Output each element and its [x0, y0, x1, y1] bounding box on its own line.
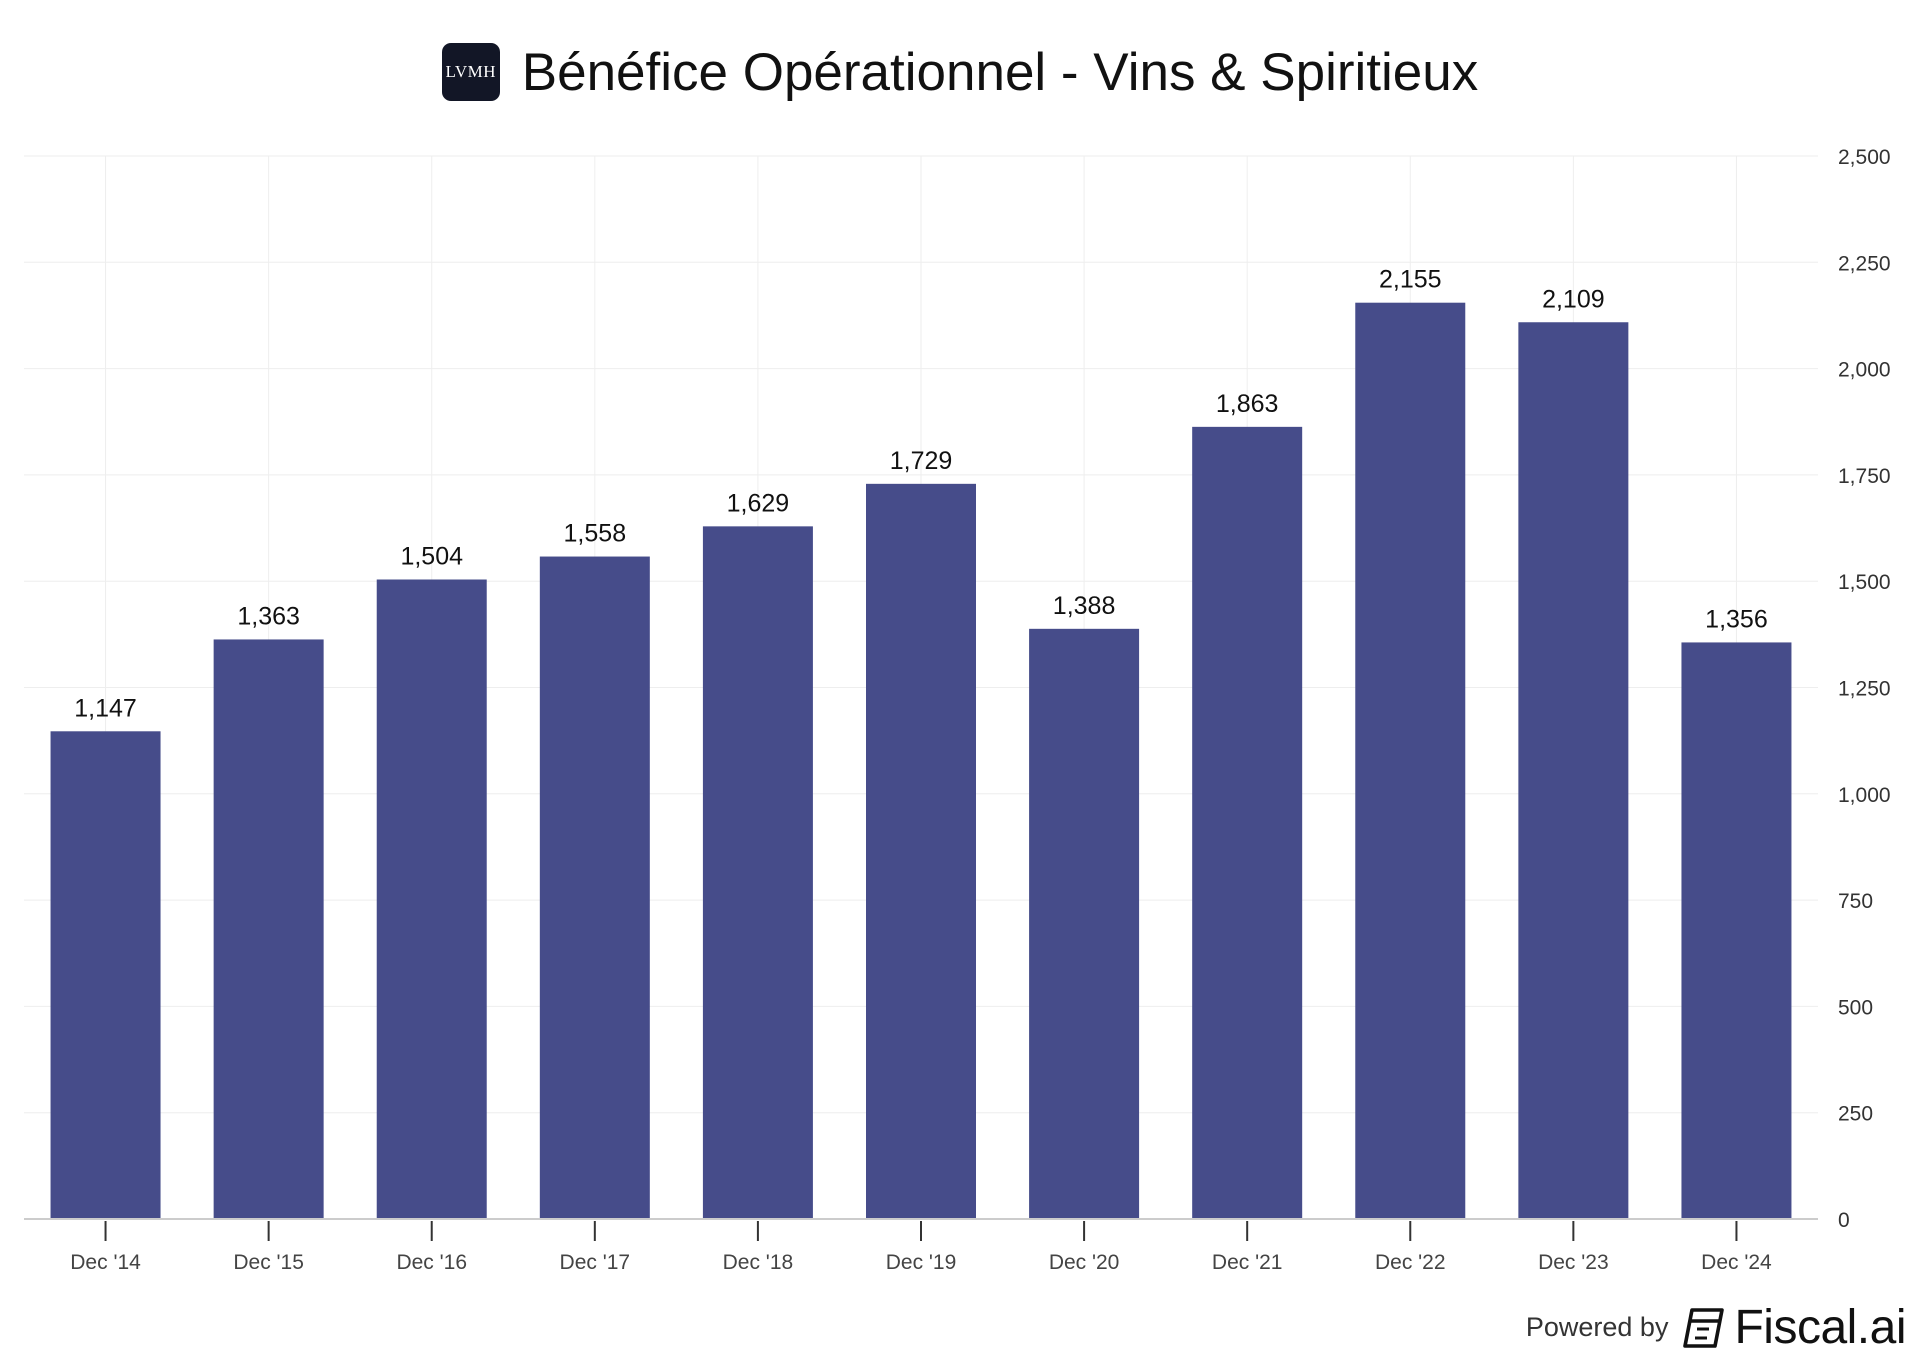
bar-value-label: 1,504 — [400, 542, 463, 570]
fiscal-brand: Fiscal.ai — [1734, 1301, 1906, 1354]
bar-value-label: 1,863 — [1216, 390, 1279, 418]
x-tick-label: Dec '18 — [723, 1251, 794, 1274]
bar-value-label: 2,109 — [1542, 285, 1605, 313]
y-tick-label: 750 — [1838, 890, 1873, 913]
bar[interactable] — [1681, 642, 1792, 1219]
x-tick-label: Dec '19 — [886, 1251, 957, 1274]
bar[interactable] — [213, 639, 324, 1219]
y-tick-label: 2,000 — [1838, 359, 1891, 382]
chart-title: Bénéfice Opérationnel - Vins & Spiritieu… — [521, 42, 1479, 102]
bar[interactable] — [1029, 628, 1140, 1219]
x-tick-label: Dec '22 — [1375, 1251, 1446, 1274]
bar[interactable] — [539, 556, 650, 1219]
y-tick-label: 250 — [1838, 1103, 1873, 1126]
footer-attribution: Powered by Fiscal.ai — [1525, 1300, 1907, 1355]
x-tick-label: Dec '20 — [1049, 1251, 1120, 1274]
bar[interactable] — [1192, 426, 1303, 1219]
x-tick-label: Dec '24 — [1701, 1251, 1772, 1274]
bar-value-label: 1,729 — [890, 447, 953, 475]
x-tick-label: Dec '15 — [233, 1251, 304, 1274]
y-tick-label: 1,000 — [1838, 784, 1891, 807]
chart-header: LVMH Bénéfice Opérationnel - Vins & Spir… — [0, 40, 1920, 104]
bar-value-label: 1,558 — [564, 520, 627, 548]
bar[interactable] — [866, 483, 976, 1219]
x-tick-label: Dec '23 — [1538, 1251, 1609, 1274]
y-tick-label: 1,250 — [1838, 678, 1891, 701]
x-tick-label: Dec '14 — [70, 1251, 141, 1274]
bar-value-label: 1,388 — [1053, 592, 1116, 620]
x-tick-label: Dec '17 — [560, 1251, 631, 1274]
bar-value-label: 2,155 — [1379, 266, 1442, 294]
y-tick-label: 1,750 — [1838, 465, 1891, 488]
y-tick-label: 500 — [1838, 996, 1873, 1019]
axis-layer: 0 250 500 750 1,000 1,250 1,500 1,750 2,000 2,250… — [24, 146, 1891, 1274]
y-tick-label: 2,250 — [1838, 252, 1891, 275]
powered-by-label: Powered by — [1525, 1312, 1669, 1342]
bars-layer — [50, 302, 1792, 1220]
bar-value-label: 1,629 — [727, 489, 790, 517]
y-tick-label: 0 — [1838, 1209, 1850, 1232]
bar[interactable] — [50, 731, 161, 1219]
bar-value-label: 1,147 — [74, 694, 137, 722]
bar[interactable] — [702, 526, 813, 1219]
y-tick-label: 1,500 — [1838, 571, 1891, 594]
fiscal-calculator-icon — [1683, 1307, 1725, 1348]
y-tick-label: 2,500 — [1838, 146, 1891, 169]
bar[interactable] — [1355, 302, 1466, 1220]
bar[interactable] — [376, 579, 487, 1219]
x-tick-label: Dec '16 — [396, 1251, 467, 1274]
lvmh-logo: LVMH — [441, 43, 500, 101]
bar-value-label: 1,363 — [237, 602, 300, 630]
labels-layer: 1,147 1,363 1,504 1,558 1,629 1,729 1,388 1,863… — [74, 266, 1767, 723]
x-tick-label: Dec '21 — [1212, 1251, 1283, 1274]
bar[interactable] — [1518, 322, 1629, 1220]
bar-value-label: 1,356 — [1705, 605, 1768, 633]
